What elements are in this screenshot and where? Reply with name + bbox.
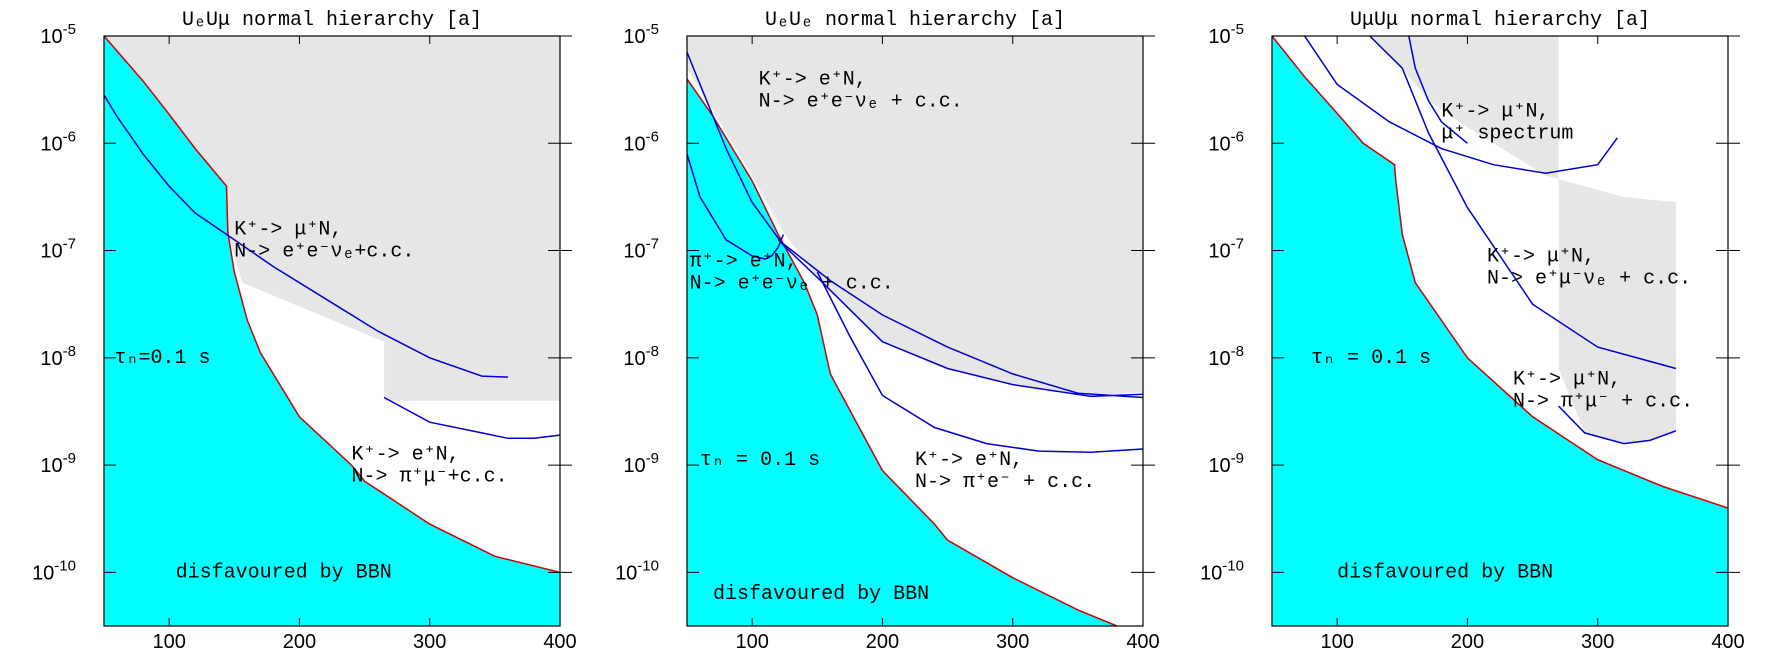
x-tick-label: 100	[1320, 631, 1353, 653]
limit-curve-4	[816, 271, 1143, 453]
chart-annotation: K⁺-> μ⁺N, μ⁺ spectrum	[1441, 100, 1573, 145]
x-tick-label: 400	[1711, 631, 1744, 653]
chart-annotation: τₙ=0.1 s	[114, 347, 210, 370]
chart-panel-2: 100 200 300 400 10-5 10-6 10-7 10-8 10-9 10-10 UₑU…	[615, 9, 1160, 653]
chart-annotation: K⁺-> e⁺N, N-> π⁺μ⁻+c.c.	[352, 444, 508, 489]
x-tick-label: 100	[152, 631, 185, 653]
bbn-boundary-line	[1272, 36, 1728, 509]
limit-curve-2	[687, 153, 785, 260]
y-tick-label: 10-6	[40, 128, 76, 155]
x-tick-label: 200	[866, 631, 899, 653]
excluded-region	[1369, 36, 1676, 444]
chart-annotation: K⁺-> e⁺N, N-> π⁺e⁻ + c.c.	[915, 449, 1095, 494]
bbn-region	[104, 36, 560, 626]
chart-panel-1: 100 200 300 400 10-5 10-6 10-7 10-8 10-9 10-10 UₑU…	[32, 9, 577, 653]
y-tick-label: 10-9	[1208, 450, 1244, 477]
y-tick-label: 10-5	[623, 21, 659, 48]
limit-curve-1	[104, 94, 508, 378]
y-tick-label: 10-8	[40, 343, 76, 370]
chart-annotation: K⁺-> μ⁺N, N-> e⁺μ⁻νₑ + c.c.	[1487, 245, 1691, 290]
x-tick-label: 300	[1581, 631, 1614, 653]
y-tick-label: 10-7	[623, 236, 659, 263]
bbn-region	[1272, 36, 1728, 626]
bbn-region	[687, 78, 1117, 626]
y-tick-label: 10-10	[615, 557, 659, 584]
chart-annotation: disfavoured by BBN	[1337, 562, 1553, 585]
y-tick-label: 10-6	[1208, 128, 1244, 155]
y-tick-label: 10-5	[1208, 21, 1244, 48]
y-tick-label: 10-5	[40, 21, 76, 48]
bbn-boundary-line	[104, 36, 560, 574]
bbn-boundary-line	[687, 78, 1118, 626]
plot-area	[687, 36, 1143, 626]
x-tick-label: 200	[283, 631, 316, 653]
y-tick-label: 10-8	[1208, 343, 1244, 370]
chart-title: UₑUₑ normal hierarchy [a]	[765, 9, 1065, 32]
plot-area	[1272, 36, 1728, 626]
limit-curve-3	[777, 239, 1143, 399]
excluded-region	[687, 36, 1143, 396]
chart-annotation: K⁺-> μ⁺N, N-> π⁺μ⁻ + c.c.	[1513, 369, 1693, 414]
chart-annotation: K⁺-> μ⁺N, N-> e⁺e⁻νₑ+c.c.	[234, 218, 414, 263]
x-tick-label: 200	[1451, 631, 1484, 653]
limit-curve-2	[383, 396, 560, 440]
y-tick-label: 10-8	[623, 343, 659, 370]
y-tick-label: 10-6	[623, 128, 659, 155]
chart-annotation: τₙ = 0.1 s	[700, 449, 820, 472]
chart-annotation: K⁺-> e⁺N, N-> e⁺e⁻νₑ + c.c.	[759, 68, 963, 113]
chart-annotation: disfavoured by BBN	[176, 562, 392, 585]
y-tick-label: 10-9	[40, 450, 76, 477]
limit-curve-1	[1303, 36, 1618, 175]
x-tick-label: 400	[543, 631, 576, 653]
limit-curve-3	[1408, 36, 1468, 144]
y-tick-label: 10-7	[1208, 236, 1244, 263]
chart-title: UμUμ normal hierarchy [a]	[1350, 9, 1650, 32]
limit-curve-4	[1558, 405, 1677, 445]
y-tick-label: 10-10	[1200, 557, 1244, 584]
chart-title: UₑUμ normal hierarchy [a]	[182, 9, 482, 32]
x-tick-label: 100	[735, 631, 768, 653]
chart-annotation: disfavoured by BBN	[713, 583, 929, 606]
excluded-region	[104, 36, 560, 401]
limit-curve-2	[1369, 36, 1677, 370]
chart-annotation: π⁺-> e⁺N, N-> e⁺e⁻νₑ + c.c.	[690, 251, 894, 296]
plot-area	[104, 36, 560, 626]
chart-annotation: τₙ = 0.1 s	[1311, 347, 1431, 370]
x-tick-label: 300	[996, 631, 1029, 653]
limit-curve-1	[687, 51, 1143, 398]
y-tick-label: 10-9	[623, 450, 659, 477]
plot-frame	[103, 35, 561, 627]
chart-panel-3: 100 200 300 400 10-5 10-6 10-7 10-8 10-9 10-10 UμU…	[1200, 9, 1745, 653]
plot-frame	[686, 35, 1144, 627]
y-tick-label: 10-7	[40, 236, 76, 263]
plot-frame	[1271, 35, 1729, 627]
y-tick-label: 10-10	[32, 557, 76, 584]
x-tick-label: 300	[413, 631, 446, 653]
x-tick-label: 400	[1126, 631, 1159, 653]
